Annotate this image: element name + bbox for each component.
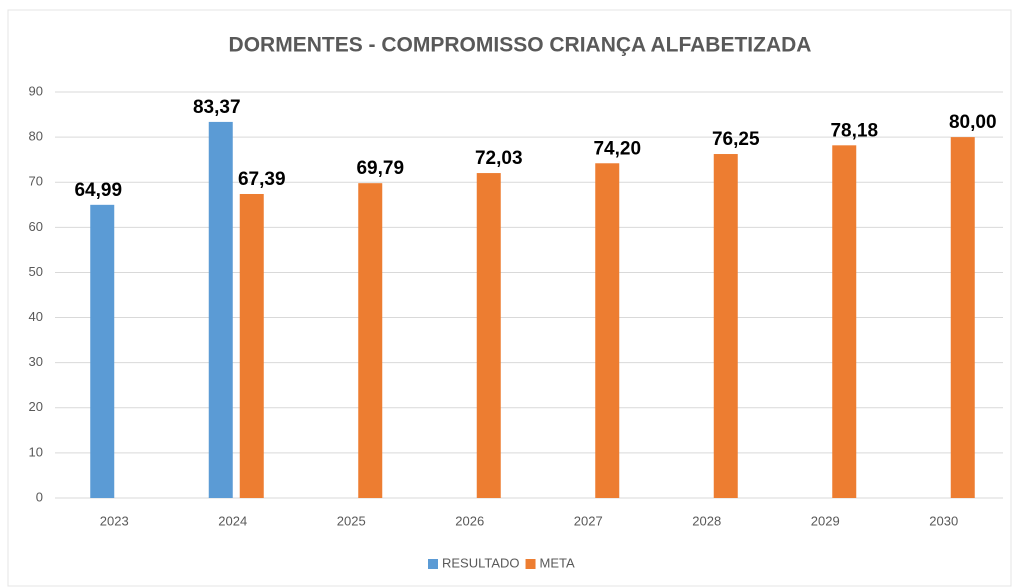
data-label: 78,18 (830, 120, 878, 141)
x-tick-label: 2025 (337, 513, 366, 528)
bar (713, 154, 738, 498)
data-label: 76,25 (712, 129, 760, 150)
legend-swatch (525, 559, 536, 569)
y-tick-label: 30 (29, 354, 43, 369)
x-tick-label: 2030 (929, 513, 958, 528)
bar (358, 183, 383, 498)
bar (90, 204, 115, 499)
y-tick-label: 10 (29, 444, 43, 459)
bar (595, 163, 620, 498)
legend-label: RESULTADO (442, 555, 520, 570)
legend-swatch (428, 559, 438, 569)
data-label: 64,99 (74, 180, 122, 201)
data-label: 83,37 (193, 97, 241, 118)
data-label: 67,39 (238, 169, 286, 190)
x-tick-label: 2026 (455, 513, 484, 528)
chart-frame (7, 9, 1012, 587)
data-label: 74,20 (593, 138, 641, 159)
x-tick-label: 2024 (218, 513, 247, 528)
data-label: 72,03 (475, 148, 523, 169)
x-tick-label: 2023 (100, 513, 129, 528)
x-tick-label: 2027 (574, 513, 603, 528)
x-tick-label: 2028 (692, 513, 721, 528)
bar (950, 137, 975, 498)
x-tick-label: 2029 (811, 513, 840, 528)
y-tick-label: 50 (29, 264, 43, 279)
y-tick-label: 60 (29, 219, 43, 234)
y-tick-label: 40 (29, 309, 43, 324)
bar (476, 173, 501, 498)
y-tick-label: 80 (29, 129, 43, 144)
y-tick-label: 0 (36, 489, 43, 504)
chart-title: DORMENTES - COMPROMISSO CRIANÇA ALFABETI… (229, 34, 812, 57)
data-label: 69,79 (356, 158, 404, 179)
data-label: 80,00 (949, 112, 997, 133)
bar (832, 145, 857, 498)
legend-label: META (540, 555, 575, 570)
y-tick-label: 20 (29, 399, 43, 414)
y-tick-label: 90 (29, 83, 43, 98)
bar (239, 193, 264, 498)
y-tick-label: 70 (29, 174, 43, 189)
bar (208, 121, 233, 499)
